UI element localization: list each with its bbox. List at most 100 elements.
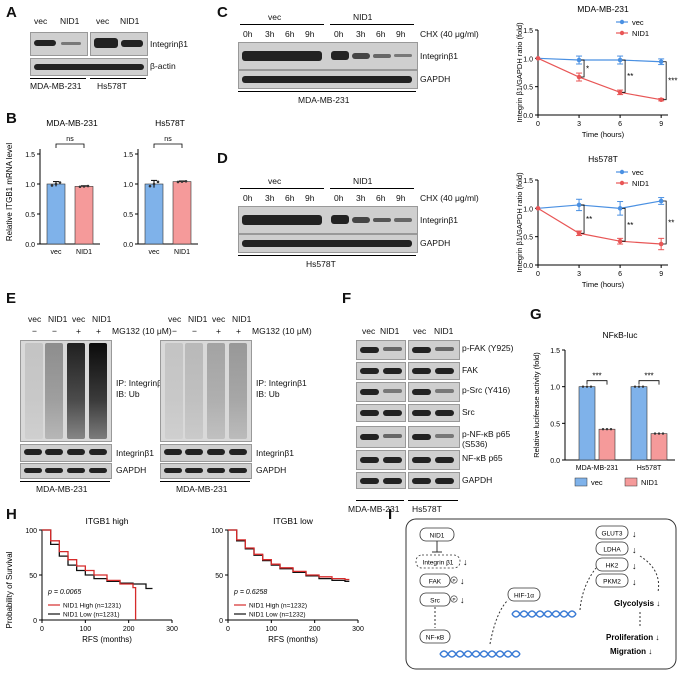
nfkb-node-label: NF-κB — [426, 635, 444, 642]
p-value: p = 0.6258 — [233, 589, 267, 596]
legend-label: vec — [632, 18, 644, 27]
phospho-mark — [450, 576, 458, 584]
legend-label: NID1 High (n=1232) — [249, 603, 307, 610]
significance-label: * — [586, 65, 589, 74]
cell-line-label: MDA-MB-231 — [30, 81, 82, 91]
band — [164, 449, 182, 455]
down-arrow: ↓ — [632, 561, 637, 571]
y-tick-label: 0 — [33, 618, 37, 625]
legend-marker — [619, 180, 625, 186]
treatment-sign: − — [172, 326, 177, 336]
row-label: GAPDH — [420, 74, 451, 84]
nid1-node-label: NID1 — [430, 533, 445, 540]
blot-d-gapdh — [238, 234, 418, 253]
time-label: 0h — [243, 29, 253, 39]
row-label: NF-κB p65 — [462, 453, 503, 463]
integrin-node-label: Integrin β1 — [423, 560, 454, 567]
data-point — [658, 241, 664, 247]
lane-label: vec — [362, 326, 376, 336]
y-tick-label: 0.5 — [523, 235, 533, 242]
data-point — [184, 179, 188, 183]
panel-g-chart: NFκB-luc Relative luciferase activity (fo… — [532, 330, 675, 487]
lane-label: vec — [96, 16, 110, 26]
legend-label: NID1 — [632, 29, 649, 38]
treatment-sign: + — [216, 326, 221, 336]
band — [45, 468, 63, 473]
row-label: GAPDH — [420, 238, 451, 248]
gene-node-glut3-label: GLUT3 — [602, 531, 623, 538]
band — [435, 457, 454, 463]
time-label: 3h — [265, 29, 275, 39]
significance-bracket — [153, 143, 183, 148]
bar — [74, 186, 94, 245]
smear — [229, 343, 247, 439]
chart-title: Hs578T — [155, 118, 185, 128]
band — [383, 457, 402, 463]
time-label: 6h — [285, 29, 295, 39]
y-tick-label: 1.5 — [25, 152, 35, 159]
y-tick-label: 1.5 — [550, 348, 560, 355]
hif-node-label: HIF-1α — [514, 593, 534, 600]
lane-label: NID1 — [232, 314, 252, 324]
cell-line-label: MDA-MB-231 — [298, 95, 350, 105]
ip-label: IP: Integrinβ1 — [256, 378, 307, 388]
row-label: GAPDH — [462, 475, 493, 485]
time-label: 0h — [334, 29, 344, 39]
blot-gapdh — [20, 463, 112, 479]
band — [360, 457, 379, 463]
down-arrow: ↓ — [632, 545, 637, 555]
y-tick-label: 0.0 — [550, 458, 560, 465]
legend-label: NID1 High (n=1231) — [63, 603, 121, 610]
legend-label: vec — [632, 168, 644, 177]
y-tick-label: 1.5 — [523, 178, 533, 185]
y-tick-label: 0 — [219, 618, 223, 625]
row-label: Integrinβ1 — [150, 39, 188, 49]
down-arrow: ↓ — [460, 576, 465, 586]
x-tick-label: Hs578T — [637, 465, 662, 472]
lane-label: vec — [212, 314, 226, 324]
band — [67, 468, 85, 473]
smear — [45, 343, 63, 439]
treatment-label: MG132 (10 μM) — [112, 326, 172, 336]
blot-c-integrin — [238, 42, 418, 70]
x-tick-label: NID1 — [76, 249, 92, 256]
legend-swatch — [624, 477, 638, 487]
data-point — [653, 432, 657, 435]
gene-node-ldha-label: LDHA — [603, 547, 621, 554]
y-tick-label: 1.0 — [523, 56, 533, 63]
b-left-chart: MDA-MB-231 0.0 0.5 1.0 1.5 vec NID1 ns — [25, 118, 100, 256]
significance-label: ** — [627, 72, 633, 81]
lane-label: vec — [28, 314, 42, 324]
phospho-label: P — [452, 578, 455, 583]
chart-title: ITGB1 low — [273, 516, 314, 526]
lane-label: vec — [413, 326, 427, 336]
band — [229, 449, 247, 455]
data-point — [658, 97, 664, 102]
lane-label: NID1 — [92, 314, 112, 324]
row-label: Integrinβ1 — [256, 448, 294, 458]
legend-marker — [619, 169, 625, 175]
x-tick-label: 0 — [40, 626, 44, 633]
p-value: p = 0.0065 — [47, 589, 81, 596]
band — [412, 410, 431, 416]
legend-swatch — [574, 477, 588, 487]
blot-row — [408, 404, 460, 422]
b-ylabel: Relative ITGB1 mRNA level — [5, 143, 14, 241]
smear — [165, 343, 183, 439]
blot-row — [408, 472, 460, 489]
x-tick-label: 3 — [577, 271, 581, 278]
panel-letter-e: E — [6, 290, 17, 307]
row-label: Src — [462, 407, 475, 417]
time-label: 6h — [376, 193, 386, 203]
significance-label: ns — [164, 136, 172, 143]
y-tick-label: 1.0 — [550, 385, 560, 392]
ib-label: IB: Ub — [256, 389, 280, 399]
x-tick-label: 9 — [659, 121, 663, 128]
band — [435, 389, 454, 393]
blot-ub — [20, 340, 112, 442]
data-point — [58, 181, 62, 184]
band — [383, 389, 402, 393]
band — [383, 434, 402, 438]
band — [383, 477, 402, 484]
